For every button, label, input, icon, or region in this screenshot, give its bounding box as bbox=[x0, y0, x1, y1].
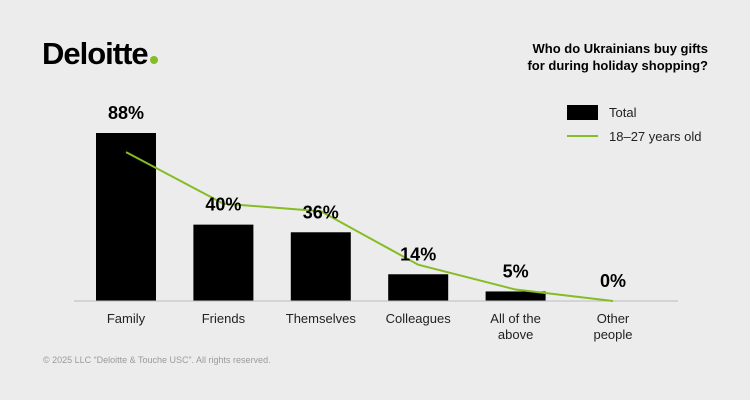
data-label: 0% bbox=[600, 271, 626, 291]
bar-total bbox=[96, 133, 156, 301]
category-label: Themselves bbox=[286, 311, 357, 326]
question-line-2: for during holiday shopping? bbox=[527, 58, 708, 73]
data-label: 5% bbox=[503, 261, 529, 281]
logo-dot-icon bbox=[149, 56, 158, 64]
bar-total bbox=[485, 291, 546, 301]
chart-question: Who do Ukrainians buy gifts for during h… bbox=[448, 40, 708, 74]
data-label: 88% bbox=[108, 103, 144, 123]
bar-total bbox=[193, 224, 254, 301]
category-label: Colleagues bbox=[386, 311, 452, 326]
category-label: Friends bbox=[202, 311, 246, 326]
bar-total bbox=[388, 274, 449, 301]
legend-item-total: Total bbox=[567, 102, 702, 122]
copyright-notice: © 2025 LLC “Deloitte & Touche USC”. All … bbox=[43, 355, 271, 365]
legend-bar-swatch-icon bbox=[567, 104, 598, 120]
legend-label-youth: 18–27 years old bbox=[609, 128, 702, 144]
category-label: people bbox=[593, 327, 632, 342]
logo-text: Deloitte bbox=[42, 36, 149, 71]
legend-label-total: Total bbox=[609, 104, 637, 120]
line-series-youth bbox=[125, 151, 614, 302]
category-label: All of the bbox=[490, 311, 541, 326]
question-line-1: Who do Ukrainians buy gifts bbox=[532, 41, 708, 56]
data-label: 36% bbox=[303, 202, 339, 222]
legend-item-youth: 18–27 years old bbox=[567, 126, 702, 146]
category-label: above bbox=[498, 327, 533, 342]
category-label: Family bbox=[107, 311, 146, 326]
bar-total bbox=[290, 232, 351, 301]
data-label: 40% bbox=[205, 195, 241, 215]
deloitte-logo: Deloitte bbox=[42, 36, 158, 72]
legend-line-swatch-icon bbox=[567, 135, 598, 137]
category-label: Other bbox=[597, 311, 630, 326]
data-label: 14% bbox=[400, 244, 436, 264]
legend: Total 18–27 years old bbox=[567, 102, 702, 150]
